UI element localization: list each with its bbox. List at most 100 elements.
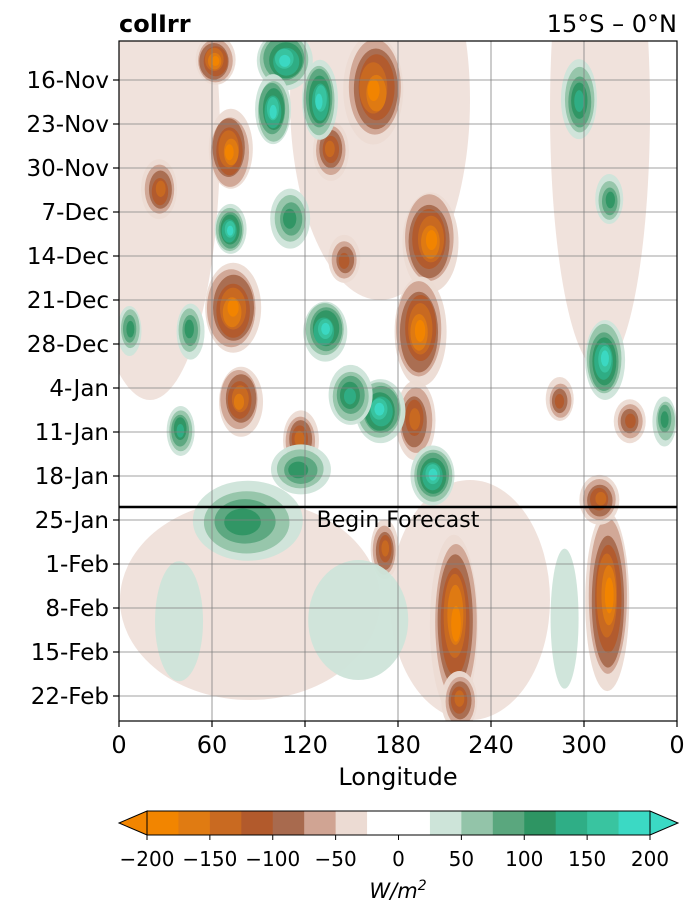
x-tick-label: 60 bbox=[197, 731, 228, 759]
anomaly-contour bbox=[381, 540, 390, 557]
y-tick-label: 18-Jan bbox=[35, 464, 109, 490]
y-tick-label: 7-Dec bbox=[42, 200, 109, 226]
y-axis: 16-Nov 23-Nov 30-Nov 7-Dec 14-Dec 21-Dec 28-De… bbox=[27, 68, 119, 710]
colorbar-segment bbox=[461, 811, 494, 835]
y-tick-label: 30-Nov bbox=[27, 156, 109, 182]
anomaly-contour bbox=[279, 54, 291, 67]
colorbar-extend-max bbox=[649, 810, 680, 836]
anomaly-contour bbox=[600, 350, 609, 367]
anomaly-contour bbox=[155, 180, 166, 197]
colorbar-tick-label: −100 bbox=[245, 847, 300, 871]
colorbar-label: W/m2 bbox=[369, 878, 426, 903]
colorbar-tick-label: 50 bbox=[449, 847, 474, 871]
anomaly-contour bbox=[604, 577, 614, 614]
anomaly-contour bbox=[211, 56, 220, 67]
anomaly-contour bbox=[294, 430, 305, 448]
anomaly-contour bbox=[660, 411, 669, 428]
anomaly-contour bbox=[126, 320, 135, 338]
anomaly-contour bbox=[595, 491, 607, 506]
anomaly-contour bbox=[554, 393, 565, 409]
y-tick-label: 1-Feb bbox=[45, 552, 109, 578]
colorbar-segment bbox=[587, 811, 620, 835]
colorbar-tick-label: 150 bbox=[568, 847, 606, 871]
chart-title: colIrr bbox=[119, 10, 191, 38]
anomaly-contour bbox=[324, 140, 335, 158]
grid-lines bbox=[119, 41, 677, 721]
anomaly-contour bbox=[227, 298, 239, 317]
colorbar-tick-label: −50 bbox=[315, 847, 357, 871]
colorbar-segment bbox=[335, 811, 368, 835]
x-tick-label: 0 bbox=[669, 731, 684, 759]
anomaly-contour bbox=[454, 690, 465, 707]
anomaly-contour bbox=[374, 402, 385, 416]
anomaly-contour bbox=[414, 319, 426, 342]
y-tick-label: 4-Jan bbox=[49, 376, 109, 402]
colorbar: −200 −150 −100 −50 0 50 100 150 200 bbox=[117, 810, 680, 871]
anomaly-contour bbox=[338, 252, 350, 269]
colorbar-segment bbox=[367, 811, 431, 835]
colorbar-tick-label: −150 bbox=[182, 847, 237, 871]
anomaly-field bbox=[119, 41, 677, 721]
anomaly-contour bbox=[224, 508, 261, 536]
colorbar-segment bbox=[618, 811, 651, 835]
anomaly-contour bbox=[321, 322, 330, 335]
x-tick-label: 0 bbox=[111, 731, 126, 759]
y-tick-label: 16-Nov bbox=[27, 68, 109, 94]
colorbar-tick-label: 100 bbox=[505, 847, 543, 871]
x-axis: 0 60 120 180 240 300 0 bbox=[111, 721, 685, 759]
anomaly-contour bbox=[224, 144, 234, 161]
anomaly-contour bbox=[409, 408, 421, 430]
anomaly-contour bbox=[283, 208, 297, 229]
anomaly-contour bbox=[605, 191, 616, 209]
anomaly-contour bbox=[425, 230, 438, 251]
y-tick-label: 11-Jan bbox=[35, 420, 109, 446]
latitude-band-label: 15°S – 0°N bbox=[547, 10, 677, 38]
anomaly-contour bbox=[176, 424, 185, 438]
y-tick-label: 22-Feb bbox=[31, 684, 109, 710]
anomaly-contour bbox=[343, 388, 356, 405]
x-tick-label: 300 bbox=[561, 731, 607, 759]
anomaly-contour bbox=[625, 413, 636, 429]
colorbar-segment bbox=[178, 811, 211, 835]
y-tick-label: 25-Jan bbox=[35, 508, 109, 534]
anomaly-contour bbox=[269, 104, 277, 119]
anomaly-contour bbox=[288, 461, 309, 479]
colorbar-tick-label: 0 bbox=[392, 847, 405, 871]
y-tick-label: 28-Dec bbox=[27, 332, 109, 358]
anomaly-contour bbox=[226, 225, 234, 236]
anomaly-contour bbox=[550, 548, 579, 689]
x-axis-label: Longitude bbox=[338, 763, 457, 791]
colorbar-tick-label: 200 bbox=[631, 847, 669, 871]
anomaly-contour bbox=[428, 468, 438, 481]
colorbar-segment bbox=[241, 811, 274, 835]
x-tick-label: 180 bbox=[375, 731, 421, 759]
colorbar-tick-label: −200 bbox=[120, 847, 175, 871]
colorbar-segment bbox=[147, 811, 179, 835]
y-tick-label: 14-Dec bbox=[27, 244, 109, 270]
anomaly-contour bbox=[315, 93, 323, 110]
y-tick-label: 21-Dec bbox=[27, 288, 109, 314]
colorbar-segment bbox=[524, 811, 557, 835]
colorbar-segment bbox=[272, 811, 305, 835]
colorbar-segment bbox=[492, 811, 525, 835]
plot-area: Begin Forecast bbox=[118, 40, 678, 722]
y-tick-label: 8-Feb bbox=[45, 596, 109, 622]
anomaly-contour bbox=[233, 393, 245, 410]
colorbar-segment bbox=[429, 811, 462, 835]
y-tick-label: 23-Nov bbox=[27, 112, 109, 138]
x-tick-label: 240 bbox=[468, 731, 514, 759]
colorbar-segment bbox=[304, 811, 337, 835]
begin-forecast-label: Begin Forecast bbox=[317, 508, 480, 533]
anomaly-contour bbox=[308, 560, 409, 681]
y-tick-label: 15-Feb bbox=[31, 640, 109, 666]
colorbar-segment bbox=[555, 811, 588, 835]
anomaly-contour bbox=[184, 319, 194, 339]
anomaly-contour bbox=[367, 79, 380, 102]
anomaly-contour bbox=[574, 90, 585, 112]
x-tick-label: 120 bbox=[282, 731, 328, 759]
colorbar-extend-min bbox=[117, 810, 148, 836]
colorbar-segment bbox=[209, 811, 242, 835]
anomaly-contour bbox=[155, 561, 204, 682]
anomaly-contour bbox=[451, 605, 461, 642]
